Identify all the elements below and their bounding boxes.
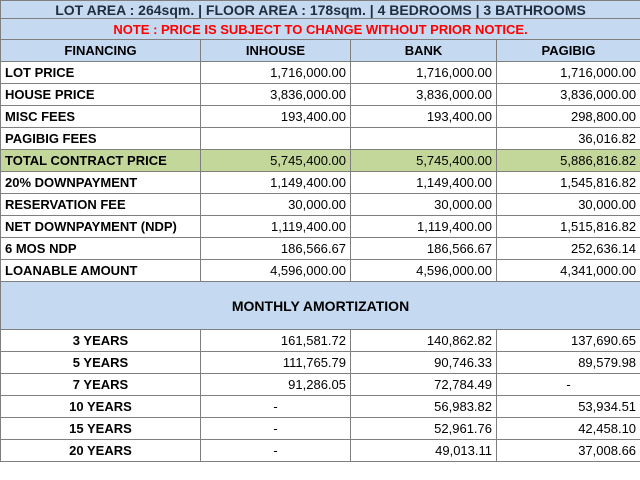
row-value: 193,400.00 — [350, 105, 497, 128]
row-value: 1,716,000.00 — [495, 61, 640, 84]
row-value: 3,836,000.00 — [495, 83, 640, 106]
header-row: FINANCING INHOUSE BANK PAGIBIG — [0, 39, 640, 62]
amortization-value: 56,983.82 — [350, 395, 497, 418]
financing-row: RESERVATION FEE 30,000.00 30,000.00 30,000.… — [0, 193, 640, 216]
amortization-section-row: MONTHLY AMORTIZATION — [0, 281, 640, 330]
row-value: 30,000.00 — [200, 193, 351, 216]
amortization-row: 5 YEARS 111,765.79 90,746.33 89,579.98 — [0, 351, 640, 374]
term-label: 20 YEARS — [0, 439, 201, 462]
row-label: HOUSE PRICE — [0, 83, 201, 106]
row-value: 1,119,400.00 — [200, 215, 351, 238]
term-label: 5 YEARS — [0, 351, 201, 374]
financing-row: 20% DOWNPAYMENT 1,149,400.00 1,149,400.00 1… — [0, 171, 640, 194]
amortization-value: 91,286.05 — [200, 373, 351, 396]
row-value: 252,636.14 — [495, 237, 640, 260]
financing-row: LOT PRICE 1,716,000.00 1,716,000.00 1,716,0… — [0, 61, 640, 84]
term-label: 10 YEARS — [0, 395, 201, 418]
row-value: 3,836,000.00 — [350, 83, 497, 106]
row-value: 5,886,816.82 — [495, 149, 640, 172]
row-label: TOTAL CONTRACT PRICE — [0, 149, 201, 172]
row-label: PAGIBIG FEES — [0, 127, 201, 150]
row-value — [350, 127, 497, 150]
amortization-value: 49,013.11 — [350, 439, 497, 462]
amortization-value: 140,862.82 — [350, 329, 497, 352]
amortization-value: 111,765.79 — [200, 351, 351, 374]
header-bank: BANK — [350, 39, 497, 62]
row-value: 193,400.00 — [200, 105, 351, 128]
amortization-value: 52,961.76 — [350, 417, 497, 440]
row-value: 36,016.82 — [495, 127, 640, 150]
row-value: 1,515,816.82 — [495, 215, 640, 238]
price-note: NOTE : PRICE IS SUBJECT TO CHANGE WITHOU… — [0, 18, 640, 40]
header-financing: FINANCING — [0, 39, 201, 62]
row-value: 186,566.67 — [350, 237, 497, 260]
price-table: LOT AREA : 264sqm. | FLOOR AREA : 178sqm… — [0, 0, 640, 462]
financing-row: LOANABLE AMOUNT 4,596,000.00 4,596,000.00 4… — [0, 259, 640, 282]
amortization-value: 137,690.65 — [495, 329, 640, 352]
row-label: LOT PRICE — [0, 61, 201, 84]
row-value: 298,800.00 — [495, 105, 640, 128]
amortization-value: 89,579.98 — [495, 351, 640, 374]
term-label: 7 YEARS — [0, 373, 201, 396]
row-label: 6 MOS NDP — [0, 237, 201, 260]
row-value: 4,596,000.00 — [200, 259, 351, 282]
amortization-value: 72,784.49 — [350, 373, 497, 396]
amortization-title: MONTHLY AMORTIZATION — [0, 281, 640, 330]
amortization-value: - — [200, 439, 351, 462]
property-banner: LOT AREA : 264sqm. | FLOOR AREA : 178sqm… — [0, 0, 640, 19]
row-value: 30,000.00 — [495, 193, 640, 216]
row-value: 1,716,000.00 — [200, 61, 351, 84]
amortization-value: - — [200, 395, 351, 418]
amortization-value: - — [200, 417, 351, 440]
property-banner-row: LOT AREA : 264sqm. | FLOOR AREA : 178sqm… — [0, 0, 640, 19]
row-value — [200, 127, 351, 150]
amortization-row: 7 YEARS 91,286.05 72,784.49- — [0, 373, 640, 396]
row-label: NET DOWNPAYMENT (NDP) — [0, 215, 201, 238]
amortization-value: 37,008.66 — [495, 439, 640, 462]
amortization-row: 20 YEARS -49,013.11 37,008.66 — [0, 439, 640, 462]
amortization-value: 161,581.72 — [200, 329, 351, 352]
row-value: 4,596,000.00 — [350, 259, 497, 282]
amortization-value: 42,458.10 — [495, 417, 640, 440]
row-value: 1,149,400.00 — [350, 171, 497, 194]
amortization-value: 90,746.33 — [350, 351, 497, 374]
financing-row: HOUSE PRICE 3,836,000.00 3,836,000.00 3,836… — [0, 83, 640, 106]
row-value: 5,745,400.00 — [350, 149, 497, 172]
price-note-row: NOTE : PRICE IS SUBJECT TO CHANGE WITHOU… — [0, 18, 640, 40]
row-label: LOANABLE AMOUNT — [0, 259, 201, 282]
financing-row: PAGIBIG FEES 36,016.82 — [0, 127, 640, 150]
row-value: 5,745,400.00 — [200, 149, 351, 172]
row-value: 1,545,816.82 — [495, 171, 640, 194]
row-label: 20% DOWNPAYMENT — [0, 171, 201, 194]
row-value: 3,836,000.00 — [200, 83, 351, 106]
row-value: 1,716,000.00 — [350, 61, 497, 84]
amortization-value: 53,934.51 — [495, 395, 640, 418]
amortization-row: 10 YEARS -56,983.82 53,934.51 — [0, 395, 640, 418]
row-value: 1,149,400.00 — [200, 171, 351, 194]
financing-row: 6 MOS NDP 186,566.67 186,566.67 252,636.14 — [0, 237, 640, 260]
term-label: 3 YEARS — [0, 329, 201, 352]
row-value: 30,000.00 — [350, 193, 497, 216]
header-inhouse: INHOUSE — [200, 39, 351, 62]
amortization-row: 3 YEARS 161,581.72 140,862.82 137,690.65 — [0, 329, 640, 352]
row-label: MISC FEES — [0, 105, 201, 128]
header-pagibig: PAGIBIG — [495, 39, 640, 62]
financing-row: NET DOWNPAYMENT (NDP) 1,119,400.00 1,119,4… — [0, 215, 640, 238]
row-value: 4,341,000.00 — [495, 259, 640, 282]
row-label: RESERVATION FEE — [0, 193, 201, 216]
amortization-value: - — [495, 373, 640, 396]
financing-row: TOTAL CONTRACT PRICE 5,745,400.00 5,745,40… — [0, 149, 640, 172]
row-value: 186,566.67 — [200, 237, 351, 260]
financing-row: MISC FEES 193,400.00 193,400.00 298,800.00 — [0, 105, 640, 128]
amortization-row: 15 YEARS -52,961.76 42,458.10 — [0, 417, 640, 440]
row-value: 1,119,400.00 — [350, 215, 497, 238]
term-label: 15 YEARS — [0, 417, 201, 440]
